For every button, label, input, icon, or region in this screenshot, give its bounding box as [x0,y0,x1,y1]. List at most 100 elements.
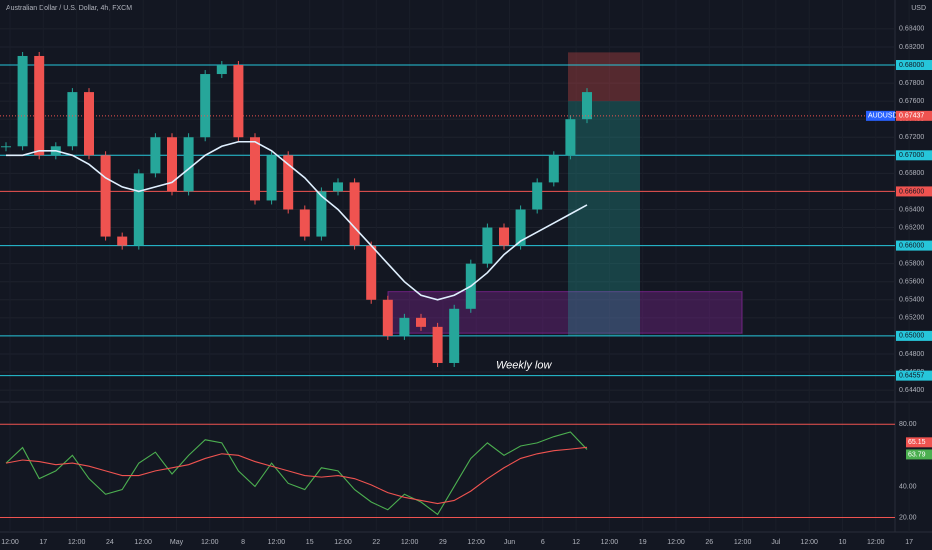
rsi-tick-label: 20.00 [899,514,917,521]
x-tick-label: 12:00 [867,539,885,546]
candle [84,92,94,156]
x-tick-label: 12:00 [334,539,352,546]
candle [333,182,343,192]
candle [117,236,128,246]
y-tick-label: 0.66400 [899,206,924,213]
y-tick-label: 0.65600 [899,279,924,286]
rsi-line [5,446,588,505]
rsi-line [5,431,588,516]
y-tick-label: 0.68400 [899,26,924,33]
rsi-tick-label: 80.00 [899,421,917,428]
rsi-value: 65.15 [908,439,926,446]
candle [499,227,509,246]
level-label: 0.65000 [899,333,924,340]
x-tick-label: 17 [39,539,47,546]
x-tick-label: 12:00 [601,539,619,546]
rsi-tag [906,437,932,448]
x-tick-label: 29 [439,539,447,546]
x-tick-label: 24 [106,539,114,546]
x-tick-label: 12 [572,539,580,546]
candle [482,227,493,264]
candle [266,155,277,201]
level-label: 0.67000 [899,152,924,159]
candle [150,137,161,174]
level-label: 0.66000 [899,242,924,249]
level-tag [896,60,932,71]
x-tick-label: Jul [771,539,780,546]
candle [233,65,244,138]
x-tick-label: 12:00 [68,539,86,546]
candle [283,155,294,210]
candle [316,191,327,237]
rsi-tag [906,449,932,460]
chart-title: Australian Dollar / U.S. Dollar, 4h, FXC… [6,5,132,12]
moving-average [6,140,588,301]
y-tick-label: 0.68200 [899,44,924,51]
y-tick-label: 0.65200 [899,315,924,322]
candle [183,137,194,192]
y-tick-label: 0.65800 [899,261,924,268]
y-tick-label: 0.64800 [899,351,924,358]
x-tick-label: Jun [504,539,515,546]
candle [449,308,460,363]
x-tick-label: 19 [639,539,647,546]
candle [216,65,227,75]
x-tick-label: 10 [839,539,847,546]
rsi-value: 63.79 [908,451,926,458]
candle [1,146,11,148]
y-tick-label: 0.67800 [899,80,924,87]
x-tick-label: 12:00 [800,539,818,546]
candle [200,74,211,138]
zone [387,291,743,334]
level-tag [896,330,932,341]
symbol-tag [866,110,895,121]
level-label: 0.68000 [899,62,924,69]
candle [366,245,377,300]
candle [416,317,426,327]
target-area [568,101,640,336]
x-tick-label: 6 [541,539,545,546]
candle [299,209,310,237]
candle [67,92,78,147]
candle [100,155,111,237]
y-tick-label: 0.66800 [899,170,924,177]
y-tick-label: 0.67200 [899,134,924,141]
candle [34,55,45,156]
level-tag [896,186,932,197]
x-tick-label: 26 [705,539,713,546]
x-tick-label: 15 [306,539,314,546]
stop-area [568,52,640,102]
candle [515,209,526,246]
y-tick-label: 0.67600 [899,98,924,105]
x-tick-label: 12:00 [201,539,219,546]
level-tag [896,240,932,251]
price-label: 0.67437 [899,113,924,120]
candle [167,137,177,192]
candle [532,182,543,210]
candle [382,299,393,336]
candle [432,326,443,363]
level-label: 0.64557 [899,372,924,379]
x-tick-label: 17 [905,539,913,546]
x-tick-label: 12:00 [667,539,685,546]
currency: USD [911,5,926,12]
symbol-label: AUDUSD [868,113,898,120]
x-tick-label: 12:00 [268,539,286,546]
candle [582,92,592,120]
annotation: Weekly low [496,360,552,372]
x-tick-label: 12:00 [1,539,19,546]
y-tick-label: 0.64400 [899,387,924,394]
y-tick-label: 0.66200 [899,224,924,231]
x-tick-label: 12:00 [734,539,752,546]
candle [349,182,360,246]
y-tick-label: 0.65400 [899,297,924,304]
price-tag [896,110,932,121]
x-tick-label: 22 [372,539,380,546]
x-tick-label: 12:00 [134,539,152,546]
x-tick-label: 12:00 [467,539,485,546]
candle [133,173,144,246]
level-tag [896,150,932,161]
candle [250,137,260,201]
x-tick-label: 12:00 [401,539,419,546]
